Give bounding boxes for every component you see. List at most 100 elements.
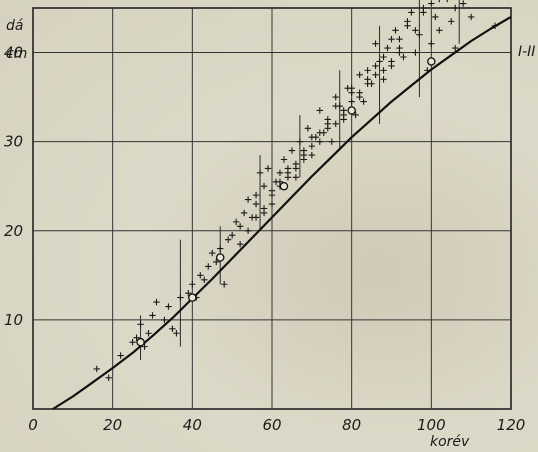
data-point — [145, 330, 152, 337]
data-point — [452, 4, 459, 12]
data-point — [288, 147, 296, 154]
data-point — [396, 44, 403, 52]
data-point — [133, 334, 140, 341]
tick-labels: 0 20 40 60 80 100 120 10 20 30 40 — [4, 44, 525, 434]
data-point — [236, 240, 244, 248]
data-point — [244, 196, 252, 203]
y-tick-label: 20 — [4, 222, 23, 240]
data-point — [364, 80, 371, 87]
range-bars — [140, 0, 460, 360]
mean-marker — [188, 293, 197, 302]
data-points — [93, 0, 499, 382]
data-point — [169, 325, 176, 332]
data-point — [388, 58, 395, 65]
data-point — [380, 53, 387, 61]
data-point — [105, 374, 112, 382]
grid — [32, 7, 512, 410]
data-point — [380, 76, 387, 83]
data-point — [438, 0, 440, 3]
data-point — [364, 67, 371, 74]
data-point — [292, 174, 300, 181]
data-point — [228, 232, 236, 239]
data-point — [372, 62, 379, 70]
data-point — [153, 298, 160, 306]
y-tick-label: 10 — [4, 311, 23, 329]
data-point — [280, 156, 288, 163]
data-point — [264, 165, 272, 172]
fitted-curve — [52, 15, 512, 410]
data-point — [173, 330, 180, 337]
data-point — [93, 365, 100, 373]
y-axis-label: dá — [6, 18, 23, 34]
data-point — [268, 191, 276, 199]
data-point — [404, 18, 411, 25]
mean-marker — [215, 253, 225, 262]
data-point — [324, 125, 331, 132]
mean-marker — [347, 106, 356, 115]
data-point — [129, 338, 136, 346]
x-tick-label: 60 — [262, 416, 281, 434]
data-point — [209, 249, 216, 257]
data-point — [412, 49, 419, 56]
x-tick-label: 80 — [342, 416, 361, 434]
y-tick-label: 40 — [4, 44, 23, 62]
data-point — [332, 93, 339, 101]
data-point — [408, 9, 415, 16]
x-tick-label: 100 — [417, 416, 446, 434]
data-point — [256, 169, 264, 177]
data-point — [467, 13, 475, 21]
data-point — [213, 258, 220, 266]
data-point — [197, 272, 204, 279]
data-point — [340, 111, 347, 119]
data-point — [316, 107, 323, 114]
mean-marker — [136, 337, 145, 347]
data-point — [252, 191, 260, 199]
x-tick-label: 40 — [183, 416, 202, 434]
data-point — [117, 352, 124, 359]
data-point — [189, 281, 196, 288]
data-point — [352, 111, 359, 119]
data-point — [149, 312, 156, 319]
mean-marker — [427, 57, 436, 66]
data-point — [304, 125, 312, 132]
data-point — [252, 214, 260, 221]
data-point — [217, 245, 224, 252]
data-point — [268, 200, 276, 208]
x-tick-label: 20 — [103, 416, 122, 434]
data-point — [332, 102, 339, 110]
curve-label: I-II — [518, 44, 535, 60]
data-point — [161, 316, 168, 324]
data-point — [348, 98, 355, 105]
data-point — [428, 40, 435, 47]
data-point — [316, 138, 323, 145]
data-point — [388, 35, 395, 43]
data-point — [201, 276, 208, 283]
data-point — [260, 205, 268, 212]
fitted-curve-group — [52, 15, 512, 410]
data-point — [284, 169, 292, 177]
data-point — [448, 18, 455, 25]
data-point — [452, 44, 459, 52]
data-point — [332, 120, 339, 128]
data-point — [356, 89, 363, 96]
data-point — [436, 27, 443, 34]
data-point — [324, 116, 331, 123]
data-point — [276, 169, 284, 177]
data-point — [177, 294, 184, 301]
data-point — [392, 27, 399, 34]
data-point — [260, 183, 268, 190]
data-point — [308, 142, 316, 150]
data-point — [185, 289, 192, 297]
y-tick-label: 30 — [4, 133, 23, 151]
data-point — [276, 178, 284, 185]
data-point — [308, 134, 316, 141]
data-point — [416, 31, 423, 38]
data-point — [292, 165, 300, 172]
y-axis-unit: cm — [6, 46, 27, 62]
data-point — [236, 223, 244, 230]
data-point — [252, 200, 260, 208]
data-point — [137, 321, 144, 328]
data-point — [360, 98, 367, 105]
data-point — [296, 138, 304, 145]
